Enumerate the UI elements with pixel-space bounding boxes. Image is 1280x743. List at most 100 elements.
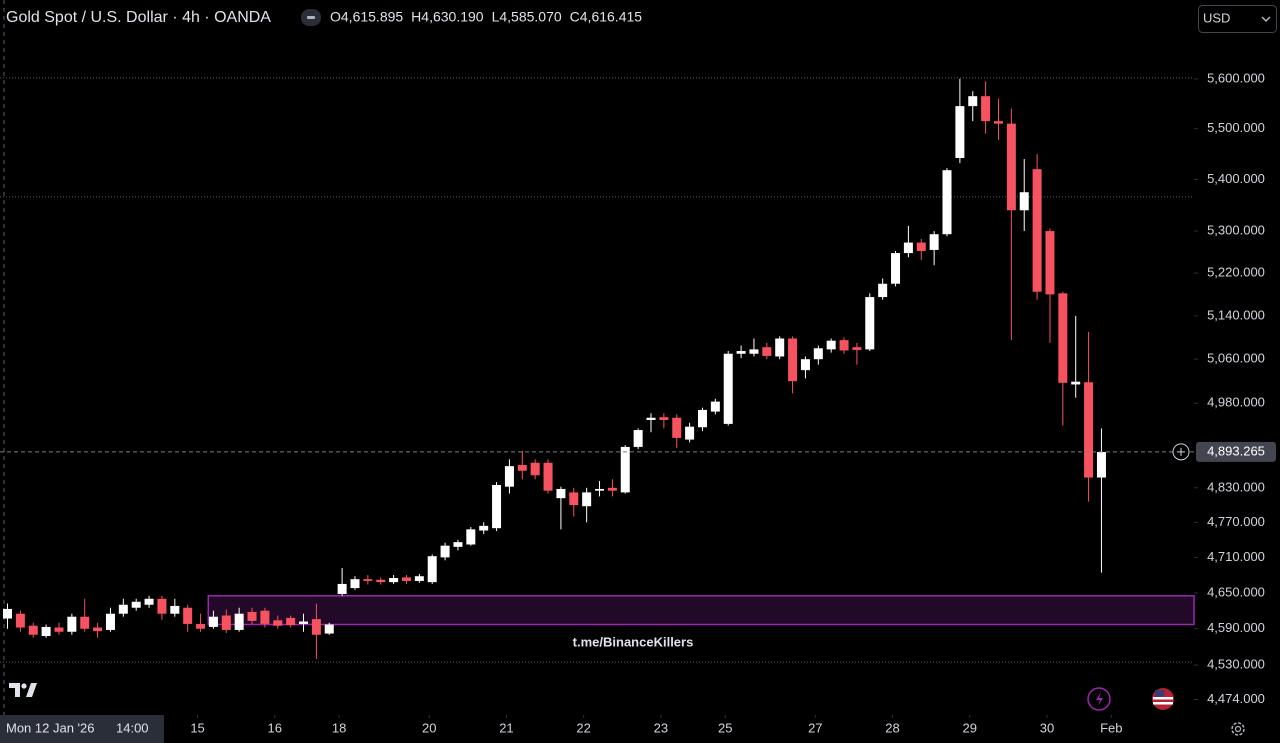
candle-body xyxy=(363,579,373,581)
candle-body xyxy=(260,610,270,624)
status-icon xyxy=(307,16,315,19)
candle-body xyxy=(170,605,180,614)
candle-body xyxy=(620,446,630,493)
y-tick-label: 5,140.000 xyxy=(1207,307,1265,322)
candle-body xyxy=(440,545,450,558)
y-tick-label: 5,060.000 xyxy=(1207,351,1265,366)
candle-body xyxy=(852,347,862,350)
candle-body xyxy=(942,170,952,235)
candle-body xyxy=(981,96,991,122)
candle-body xyxy=(607,487,617,491)
x-tick-label: 25 xyxy=(718,720,732,735)
tradingview-logo xyxy=(9,683,37,697)
last-price-box xyxy=(1196,441,1276,462)
candle-body xyxy=(54,627,64,632)
candle-body xyxy=(723,353,733,424)
x-tick-label: 29 xyxy=(963,720,977,735)
candle-body xyxy=(376,579,386,583)
candle-body xyxy=(144,598,154,605)
currency-dropdown[interactable] xyxy=(1198,5,1277,33)
candle-body xyxy=(3,608,12,619)
candle-body xyxy=(736,351,746,354)
candle-body xyxy=(813,348,823,360)
candle-body xyxy=(93,627,103,632)
candle-body xyxy=(41,626,51,636)
y-tick-label: 4,830.000 xyxy=(1207,479,1265,494)
demand-zone xyxy=(207,595,1195,626)
candle-body xyxy=(183,607,193,624)
candle-body xyxy=(878,283,888,298)
candle-body xyxy=(556,488,566,499)
x-tick-label: 18 xyxy=(332,720,346,735)
candle-body xyxy=(28,625,38,635)
x-tick-label: 21 xyxy=(499,720,513,735)
ohlc-header: O4,615.895 H4,630.190 L4,585.070 C4,616.415 xyxy=(330,9,642,25)
y-tick-label: 5,220.000 xyxy=(1207,265,1265,280)
candle-body xyxy=(234,613,244,630)
x-tick-label: Feb xyxy=(1100,720,1122,735)
candle-body xyxy=(839,340,849,351)
candle-body xyxy=(891,253,901,284)
x-tick-label: 30 xyxy=(1040,720,1054,735)
candle-body xyxy=(350,579,360,589)
candle-body xyxy=(492,484,502,529)
candle-body xyxy=(762,347,772,356)
y-tick-label: 5,500.000 xyxy=(1207,120,1265,135)
candle-body xyxy=(788,338,798,382)
candle-body xyxy=(299,621,309,624)
ohlc-value: H4,630.190 xyxy=(411,9,484,25)
candle-body xyxy=(826,340,836,350)
candle-body xyxy=(543,462,553,491)
candle-body xyxy=(105,613,115,630)
flag-button[interactable] xyxy=(1152,688,1174,710)
ohlc-value: O4,615.895 xyxy=(330,9,403,25)
candle-body xyxy=(131,601,141,608)
candle-body xyxy=(865,297,875,350)
y-tick-label: 5,400.000 xyxy=(1207,171,1265,186)
settings-button[interactable] xyxy=(1231,722,1245,736)
crosshair-date-box xyxy=(0,715,164,743)
x-tick-label: 16 xyxy=(268,720,282,735)
candle-body xyxy=(697,409,707,428)
candle-body xyxy=(646,417,656,420)
ohlc-value: C4,616.415 xyxy=(570,9,643,25)
candle-body xyxy=(659,417,669,420)
candle-body xyxy=(595,488,605,491)
candle-body xyxy=(337,583,347,595)
x-tick-label: 27 xyxy=(808,720,822,735)
lightning-button[interactable] xyxy=(1087,687,1111,711)
candle-body xyxy=(968,96,978,107)
chart-title: Gold Spot / U.S. Dollar · 4h · OANDA xyxy=(6,9,271,26)
y-tick-label: 4,474.000 xyxy=(1207,691,1265,706)
candle-body xyxy=(903,242,913,254)
y-tick-label: 4,590.000 xyxy=(1207,620,1265,635)
candle-body xyxy=(67,616,77,632)
candle-body xyxy=(247,611,257,621)
watermark: t.me/BinanceKillers xyxy=(573,634,694,649)
candle-body xyxy=(453,542,463,547)
candle-body xyxy=(775,338,785,357)
y-tick-label: 4,650.000 xyxy=(1207,584,1265,599)
candle-body xyxy=(208,616,218,627)
candle-body xyxy=(80,616,90,629)
candle-body xyxy=(916,242,926,251)
last-price-label: 4,893.265 xyxy=(1207,443,1265,458)
candle-body xyxy=(530,462,540,476)
candle-body xyxy=(221,615,231,630)
ohlc-value: L4,585.070 xyxy=(492,9,562,25)
x-tick-label: 22 xyxy=(576,720,590,735)
y-tick-label: 5,600.000 xyxy=(1207,70,1265,85)
candle-body xyxy=(993,121,1003,124)
crosshair-time: 14:00 xyxy=(116,720,149,735)
candle-body xyxy=(749,349,759,354)
candle-body xyxy=(389,578,399,583)
candle-body xyxy=(273,620,283,626)
candle-body xyxy=(582,492,592,507)
candle-body xyxy=(1006,123,1016,211)
y-tick-label: 4,530.000 xyxy=(1207,657,1265,672)
candle-body xyxy=(427,556,437,583)
plus-icon xyxy=(1177,447,1185,456)
candle-body xyxy=(633,430,643,447)
candle-body xyxy=(710,401,720,412)
